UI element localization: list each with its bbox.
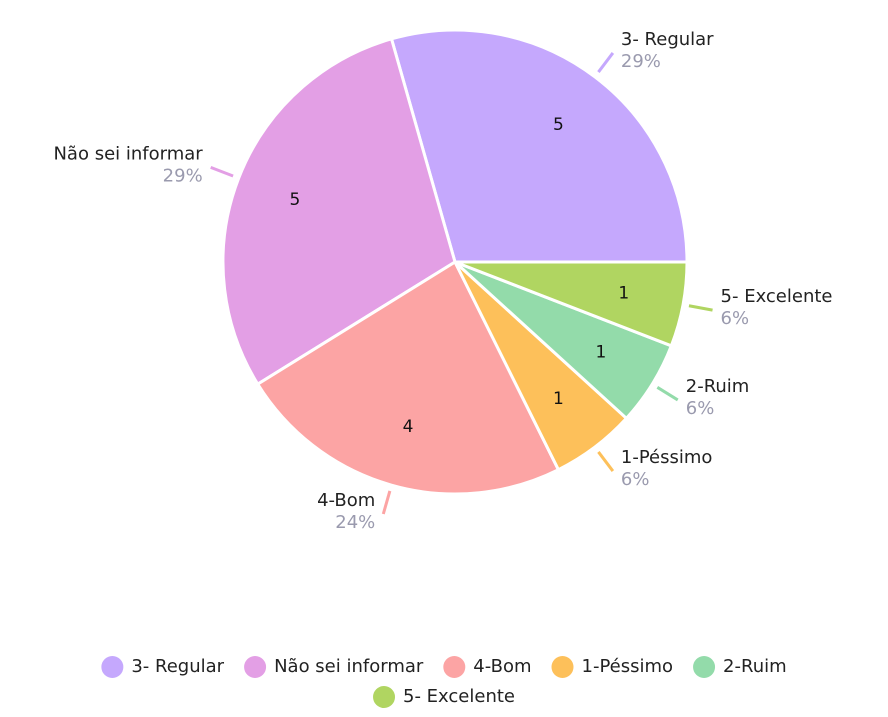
legend-label: Não sei informar (274, 656, 424, 677)
slice-percent: 29% (163, 165, 203, 186)
legend-swatch (244, 656, 267, 678)
slice-label: Não sei informar (53, 143, 203, 164)
slice-label: 4-Bom (317, 490, 375, 511)
leader-line (381, 490, 392, 515)
legend-label: 3- Regular (131, 656, 224, 677)
legend-item: 4-Bom (443, 656, 532, 678)
leader-line (597, 451, 615, 472)
slice-label: 5- Excelente (721, 286, 833, 307)
slice-value: 4 (403, 417, 414, 437)
slice-percent: 6% (621, 469, 650, 490)
slice-value: 5 (289, 190, 300, 210)
pie-slice (389, 28, 689, 264)
leader-line (210, 165, 234, 178)
leader-line (688, 304, 713, 312)
legend-swatch (693, 656, 716, 678)
legend-item: 1-Péssimo (551, 656, 674, 678)
slice-percent: 6% (721, 308, 750, 329)
legend-swatch (551, 656, 574, 678)
legend-item: 3- Regular (101, 656, 225, 678)
legend-label: 4-Bom (473, 656, 531, 677)
pie-slice (454, 260, 689, 348)
slice-value: 1 (596, 342, 607, 362)
slice-value: 1 (553, 389, 564, 409)
legend-swatch (373, 686, 396, 708)
slice-percent: 29% (621, 51, 661, 72)
legend-swatch (101, 656, 124, 678)
legend-item: Não sei informar (244, 656, 424, 678)
slice-percent: 24% (335, 512, 375, 533)
slice-label: 1-Péssimo (621, 447, 713, 468)
leader-line (597, 52, 615, 73)
slice-percent: 6% (686, 398, 715, 419)
legend-item: 5- Excelente (373, 686, 515, 708)
slice-label: 3- Regular (621, 29, 714, 50)
legend-swatch (443, 656, 466, 678)
legend-item: 2-Ruim (693, 656, 787, 678)
leader-line (656, 386, 679, 402)
slice-label: 2-Ruim (686, 376, 750, 397)
slice-value: 1 (618, 284, 629, 304)
legend-label: 5- Excelente (403, 686, 515, 707)
legend-label: 1-Péssimo (582, 656, 674, 677)
slice-value: 5 (553, 115, 564, 135)
legend-label: 2-Ruim (723, 656, 787, 677)
